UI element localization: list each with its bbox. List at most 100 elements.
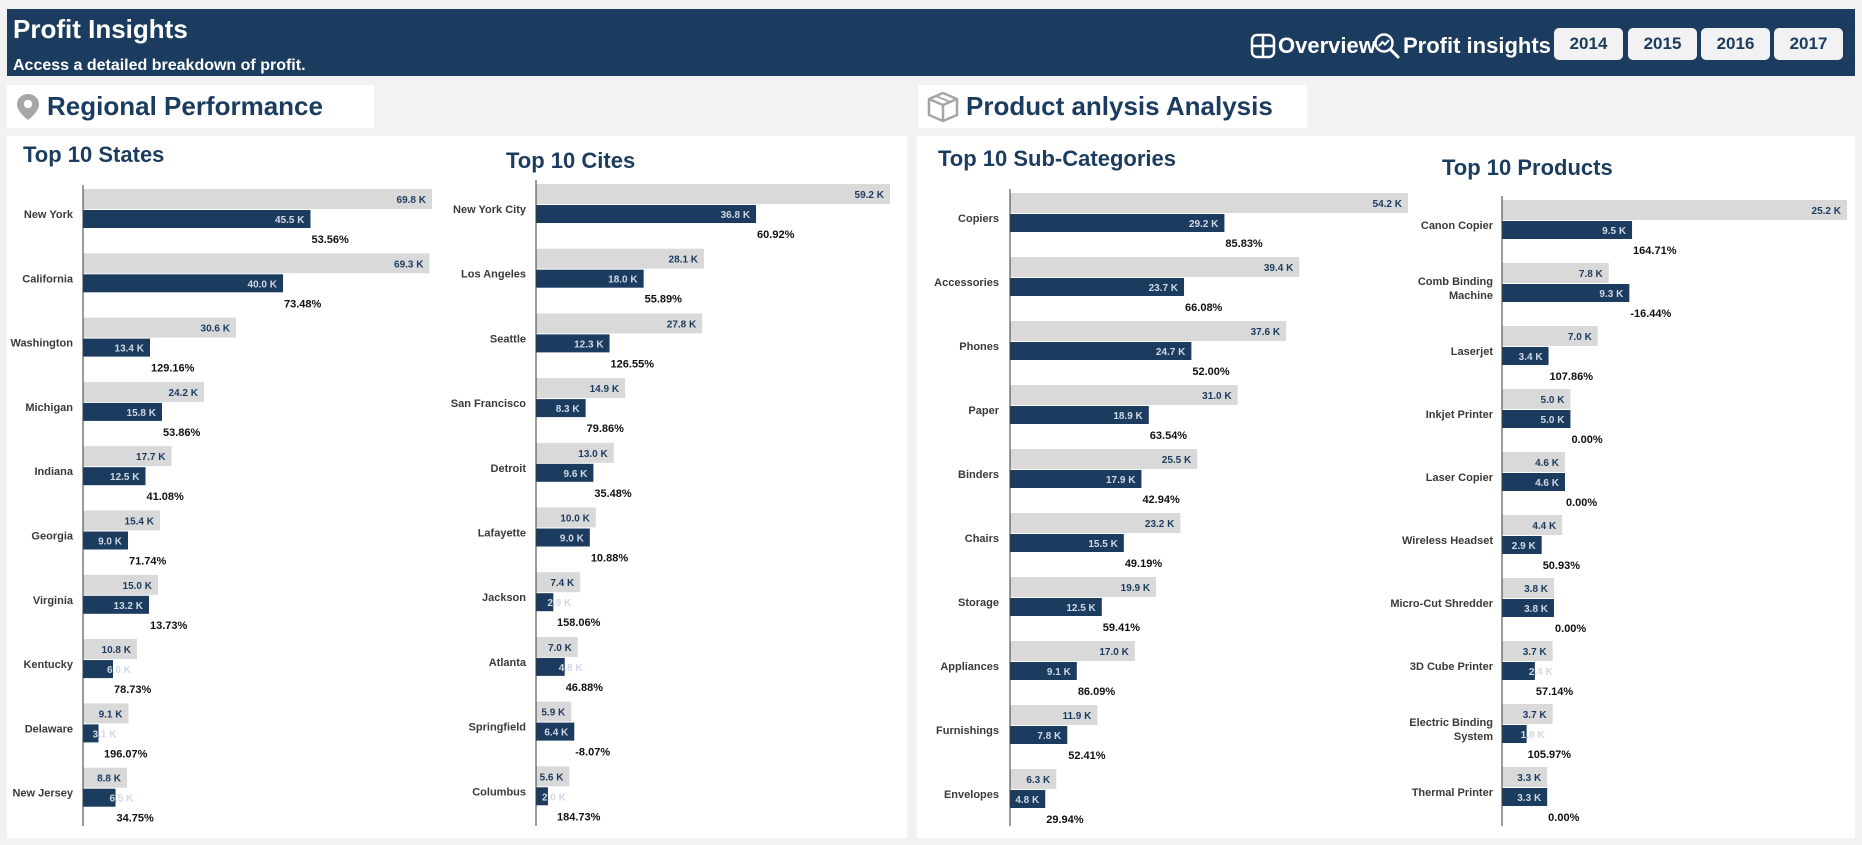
cities-bar-cur-8 [536,722,575,741]
subcats-pct-7: 86.09% [1078,686,1116,698]
products-bar-prev-7 [1502,641,1553,661]
products-category-5: Wireless Headset [1402,535,1493,547]
subcats-label-prev-2: 37.6 K [1251,327,1281,338]
nav-profit-insights[interactable]: Profit insights [1373,31,1551,61]
states-bar-prev-6 [83,574,158,595]
states-category-2: Washington [10,338,73,350]
subcats-label-prev-8: 11.9 K [1062,711,1092,722]
states-category-4: Indiana [34,466,73,478]
subcats-label-prev-1: 39.4 K [1264,263,1294,274]
subcats-bar-prev-8 [1010,705,1098,725]
subcats-label-prev-3: 31.0 K [1202,391,1232,402]
subcats-label-cur-3: 18.9 K [1113,411,1143,422]
products-pct-2: 107.86% [1550,371,1594,383]
cities-pct-8: -8.07% [575,747,610,759]
page-subtitle: Access a detailed breakdown of profit. [13,57,306,74]
subcats-label-prev-7: 17.0 K [1099,647,1129,658]
subcats-category-1: Accessories [934,277,999,289]
nav-overview-label: Overview [1278,33,1376,58]
states-label-cur-5: 9.0 K [98,537,123,548]
states-bar-cur-3 [83,402,162,421]
regional-panel [7,136,907,838]
cities-label-cur-3: 8.3 K [556,404,581,415]
subcats-pct-5: 49.19% [1125,558,1163,570]
subcats-category-6: Storage [958,597,999,609]
products-category-1-1: Machine [1449,290,1493,302]
subcats-bar-cur-4 [1010,470,1142,488]
cities-label-cur-8: 6.4 K [544,728,569,739]
states-label-cur-7: 6.0 K [107,665,132,676]
products-category-0: Canon Copier [1421,220,1494,232]
cities-bar-prev-2 [536,313,703,334]
states-label-cur-0: 45.5 K [275,215,305,226]
product-section-label: Product anlysis Analysis [966,91,1273,121]
subcats-category-9: Envelopes [944,789,999,801]
year-button-2017[interactable]: 2017 [1774,28,1843,60]
subcats-category-7: Appliances [940,661,999,673]
products-label-prev-0: 25.2 K [1812,206,1842,217]
subcats-label-cur-8: 7.8 K [1037,731,1062,742]
states-label-cur-1: 40.0 K [248,279,278,290]
subcats-label-cur-9: 4.8 K [1015,795,1040,806]
cities-label-prev-5: 10.0 K [560,514,590,525]
states-pct-6: 13.73% [150,620,188,632]
subcats-label-cur-7: 9.1 K [1047,667,1072,678]
products-bar-prev-8 [1502,704,1553,724]
states-bar-cur-9 [83,788,116,807]
subcats-bar-cur-2 [1010,342,1192,360]
subcats-category-8: Furnishings [936,725,999,737]
cities-bar-prev-1 [536,248,705,269]
products-bar-prev-3 [1502,389,1571,409]
cities-label-prev-3: 14.9 K [590,384,620,395]
cities-category-8: Springfield [469,722,526,734]
cities-label-prev-7: 7.0 K [548,643,573,654]
location-pin-icon [17,93,39,120]
subcats-bar-prev-2 [1010,321,1287,341]
products-category-8-1: System [1454,731,1493,743]
products-label-prev-6: 3.8 K [1524,584,1549,595]
states-label-cur-6: 13.2 K [114,601,144,612]
subcats-label-cur-4: 17.9 K [1106,475,1136,486]
cities-label-prev-6: 7.4 K [550,578,575,589]
products-bar-prev-9 [1502,767,1548,787]
year-button-2016[interactable]: 2016 [1701,28,1770,60]
subcats-label-prev-5: 23.2 K [1145,519,1175,530]
regional-section-title: Regional Performance [7,85,374,128]
nav-overview[interactable]: Overview [1250,31,1376,61]
products-bar-prev-5 [1502,515,1563,535]
states-bar-prev-4 [83,446,172,467]
products-category-6: Micro-Cut Shredder [1390,598,1493,610]
subcats-bar-cur-8 [1010,726,1068,744]
products-pct-3: 0.00% [1571,434,1602,446]
year-button-2014[interactable]: 2014 [1554,28,1623,60]
products-label-prev-1: 7.8 K [1579,269,1604,280]
cities-bar-prev-8 [536,701,572,722]
subcats-bar-prev-9 [1010,769,1057,789]
cities-pct-6: 158.06% [557,617,601,629]
states-category-1: California [22,273,74,285]
subcats-category-4: Binders [958,469,999,481]
products-label-cur-7: 2.4 K [1529,667,1554,678]
states-bar-cur-4 [83,467,146,486]
year-button-2015[interactable]: 2015 [1628,28,1697,60]
states-bar-prev-3 [83,381,204,402]
products-bar-cur-0 [1502,221,1633,239]
products-bar-prev-0 [1502,200,1847,220]
states-label-prev-5: 15.4 K [125,517,155,528]
subcats-bar-cur-5 [1010,534,1124,552]
products-chart-title: Top 10 Products [1442,155,1613,180]
subcats-label-cur-1: 23.7 K [1149,283,1179,294]
states-label-prev-7: 10.8 K [102,645,132,656]
states-pct-9: 34.75% [117,813,155,825]
cities-bar-prev-3 [536,378,626,399]
subcats-pct-3: 63.54% [1150,430,1188,442]
products-bar-prev-4 [1502,452,1565,472]
states-bar-prev-0 [83,189,432,209]
states-bar-prev-2 [83,317,236,338]
subcats-bar-cur-1 [1010,278,1185,296]
states-bar-cur-1 [83,274,283,293]
products-category-4: Laser Copier [1426,472,1494,484]
cities-label-cur-4: 9.6 K [563,469,588,480]
states-category-0: New York [24,209,74,221]
cities-category-4: Detroit [491,463,527,475]
